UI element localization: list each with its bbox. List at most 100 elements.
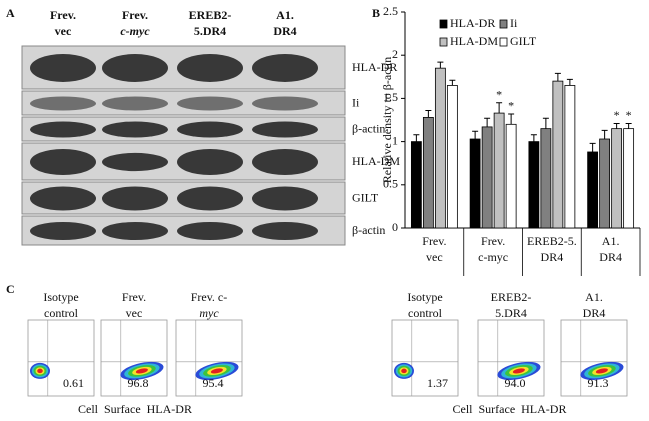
x-tick-label: A1. — [602, 234, 620, 248]
x-tick-label: c-myc — [478, 250, 508, 264]
significance-mark: * — [614, 108, 620, 122]
blot-band — [177, 149, 243, 175]
density-blob — [595, 368, 608, 374]
blot-band — [30, 222, 96, 240]
blot-band — [177, 96, 243, 111]
legend-swatch — [499, 37, 508, 47]
significance-mark: * — [508, 99, 514, 113]
legend-label: GILT — [510, 34, 537, 48]
blot-band — [102, 222, 168, 240]
plot-title: Frev. — [122, 290, 146, 304]
blot-band — [177, 222, 243, 240]
bar — [623, 128, 635, 229]
error-bar — [449, 79, 456, 86]
blot-band — [252, 222, 318, 240]
blot-band — [252, 121, 318, 138]
density-blob — [37, 368, 43, 374]
row-label: HLA-DM — [352, 154, 400, 168]
blot-band — [30, 96, 96, 111]
bar — [493, 112, 505, 229]
lane-label: EREB2- — [189, 8, 232, 22]
bar — [540, 128, 552, 229]
axis-label: Cell Surface HLA-DR — [78, 402, 192, 416]
blot-band — [177, 121, 243, 138]
density-blob — [135, 368, 148, 374]
legend-swatch — [499, 19, 508, 29]
legend-swatch — [439, 19, 448, 29]
blot-band — [102, 54, 168, 82]
plot-title: control — [44, 306, 79, 320]
quadrant-percent: 94.0 — [505, 376, 526, 390]
error-bar — [625, 122, 632, 129]
bar — [469, 138, 481, 229]
panel-label: A — [6, 6, 15, 20]
error-bar — [542, 117, 549, 129]
y-tick-label: 0.5 — [383, 177, 398, 191]
panel-label: B — [372, 6, 380, 20]
blot-band — [102, 96, 168, 111]
plot-title: vec — [126, 306, 143, 320]
bar — [599, 138, 611, 229]
lane-label: 5.DR4 — [194, 24, 226, 38]
blot-band — [252, 96, 318, 111]
error-bar — [554, 72, 561, 82]
bar — [481, 126, 493, 229]
blot-band — [177, 54, 243, 82]
plot-title: control — [408, 306, 443, 320]
density-blob — [401, 368, 407, 374]
error-bar — [508, 113, 515, 125]
significance-mark: * — [496, 87, 502, 101]
legend-label: HLA-DM — [450, 34, 498, 48]
lane-label: Frev. — [50, 8, 76, 22]
blot-band — [252, 186, 318, 211]
blot-band — [102, 121, 168, 138]
row-label: β-actin — [352, 121, 385, 135]
error-bar — [484, 117, 491, 127]
density-blob — [210, 368, 223, 374]
axis-label: Cell Surface HLA-DR — [453, 402, 567, 416]
lane-label: A1. — [276, 8, 294, 22]
plot-title: Isotype — [407, 290, 442, 304]
quadrant-percent: 91.3 — [588, 376, 609, 390]
blot-band — [252, 149, 318, 175]
lane-label: Frev. — [122, 8, 148, 22]
error-bar — [530, 134, 537, 142]
legend-label: Ii — [510, 16, 518, 30]
blot-band — [30, 149, 96, 175]
blot-band — [102, 186, 168, 211]
blot-band — [30, 121, 96, 138]
quadrant-percent: 95.4 — [203, 376, 224, 390]
error-bar — [472, 130, 479, 140]
x-tick-label: DR4 — [541, 250, 564, 264]
plot-title: myc — [199, 306, 219, 320]
blot-band — [102, 152, 168, 172]
row-label: Ii — [352, 95, 360, 109]
blot-band — [252, 54, 318, 82]
row-label: GILT — [352, 190, 379, 204]
row-label: β-actin — [352, 223, 385, 237]
plot-title: A1. — [585, 290, 603, 304]
row-label: HLA-DR — [352, 60, 397, 74]
blot-band — [30, 54, 96, 82]
error-bar — [589, 142, 596, 152]
error-bar — [601, 129, 608, 140]
blot-band — [30, 186, 96, 211]
error-bar — [437, 61, 444, 69]
y-tick-label: 2.5 — [383, 4, 398, 18]
x-tick-label: vec — [426, 250, 443, 264]
plot-title: DR4 — [583, 306, 606, 320]
plot-title: Frev. c- — [191, 290, 228, 304]
bar — [446, 85, 458, 229]
density-blob — [512, 368, 525, 374]
error-bar — [613, 122, 620, 129]
lane-label: c-myc — [120, 24, 150, 38]
plot-title: 5.DR4 — [495, 306, 527, 320]
error-bar — [425, 109, 432, 118]
y-tick-label: 1 — [392, 133, 398, 147]
bar — [611, 128, 623, 229]
bar — [422, 117, 434, 229]
x-tick-label: Frev. — [422, 234, 446, 248]
bar — [434, 67, 446, 229]
y-tick-label: 2 — [392, 47, 398, 61]
